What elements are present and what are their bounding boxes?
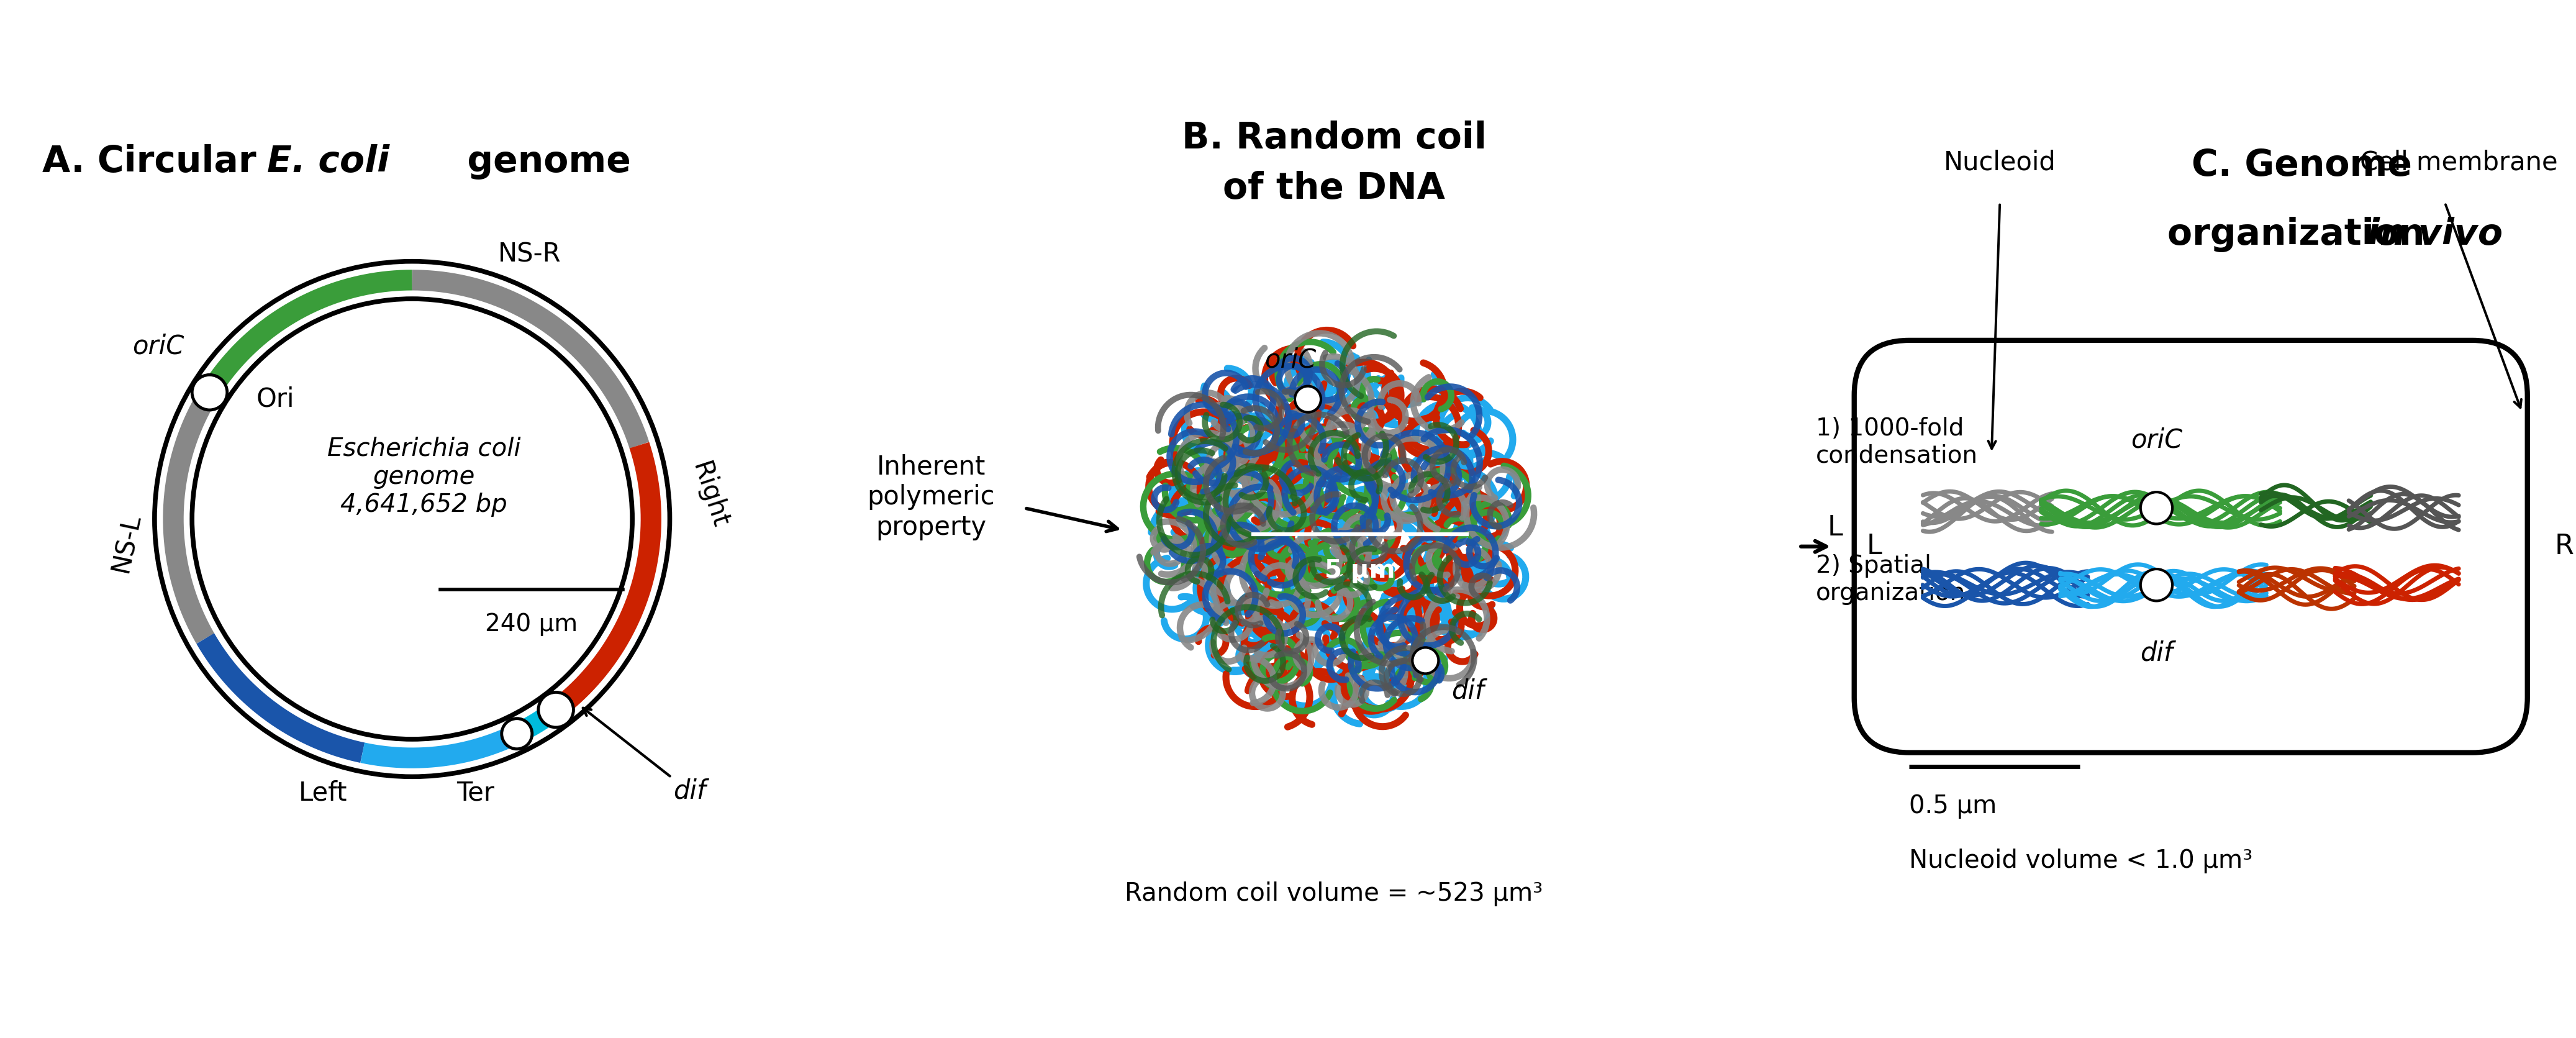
Text: B. Random coil: B. Random coil xyxy=(1182,120,1486,156)
Text: C. Genome: C. Genome xyxy=(2192,148,2411,184)
Circle shape xyxy=(1412,648,1437,674)
Text: oriC: oriC xyxy=(131,333,183,359)
Text: 5 μm: 5 μm xyxy=(1324,558,1396,583)
Text: E. coli: E. coli xyxy=(268,144,389,180)
Text: oriC: oriC xyxy=(1265,347,1316,373)
Text: Ter: Ter xyxy=(456,780,495,807)
Text: NS-R: NS-R xyxy=(497,241,562,268)
Text: in vivo: in vivo xyxy=(2367,217,2504,252)
Text: oriC: oriC xyxy=(2130,427,2182,453)
Circle shape xyxy=(2141,569,2172,601)
Text: Random coil volume = ~523 μm³: Random coil volume = ~523 μm³ xyxy=(1126,881,1543,906)
Text: Right: Right xyxy=(688,459,732,532)
Text: L: L xyxy=(1826,514,1842,541)
FancyBboxPatch shape xyxy=(1855,340,2527,753)
Text: 240 μm: 240 μm xyxy=(484,612,577,636)
Text: NS-L: NS-L xyxy=(108,511,144,574)
Circle shape xyxy=(193,375,227,410)
Text: dif: dif xyxy=(1450,678,1484,704)
Text: Inherent
polymeric
property: Inherent polymeric property xyxy=(868,454,994,541)
Text: dif: dif xyxy=(582,708,706,804)
Text: Escherichia coli
genome
4,641,652 bp: Escherichia coli genome 4,641,652 bp xyxy=(327,437,520,517)
Text: Cell membrane: Cell membrane xyxy=(2360,149,2558,175)
Text: 0.5 μm: 0.5 μm xyxy=(1909,794,1996,819)
Circle shape xyxy=(1296,386,1321,412)
Text: of the DNA: of the DNA xyxy=(1224,170,1445,206)
Text: R: R xyxy=(2555,534,2573,559)
Text: A. Circular: A. Circular xyxy=(41,144,268,180)
Text: 1) 1000-fold
condensation: 1) 1000-fold condensation xyxy=(1816,416,1978,467)
Text: Nucleoid volume < 1.0 μm³: Nucleoid volume < 1.0 μm³ xyxy=(1909,849,2254,874)
Text: genome: genome xyxy=(453,144,631,180)
Text: Left: Left xyxy=(299,780,348,807)
Circle shape xyxy=(2141,492,2172,524)
Circle shape xyxy=(538,692,574,728)
Circle shape xyxy=(502,718,533,749)
Text: 2) Spatial
organization: 2) Spatial organization xyxy=(1816,554,1965,605)
Text: dif: dif xyxy=(2141,640,2172,666)
Text: organization: organization xyxy=(2166,217,2437,252)
Text: Ori: Ori xyxy=(258,386,294,412)
Text: Nucleoid: Nucleoid xyxy=(1945,149,2056,175)
Text: L: L xyxy=(1865,534,1880,559)
